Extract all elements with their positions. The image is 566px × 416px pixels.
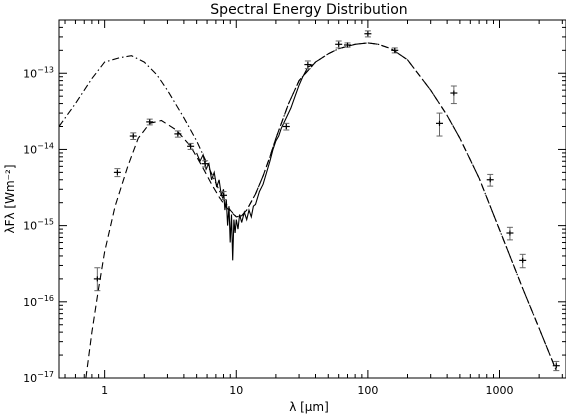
series-line-solid (196, 64, 313, 261)
x-axis-ticks: 1 10 100 1000 (64, 20, 563, 397)
x-axis-label: λ [μm] (289, 400, 329, 414)
data-point (391, 47, 399, 54)
x-tick-label: 1000 (486, 384, 514, 397)
data-point (486, 173, 494, 187)
x-tick-label: 1 (101, 384, 108, 397)
data-point (93, 267, 101, 292)
data-point (436, 112, 444, 137)
y-tick-label: 10−13 (23, 65, 54, 80)
y-tick-label: 10−16 (23, 294, 54, 309)
data-point (335, 40, 343, 49)
data-point (220, 191, 228, 201)
series-line-dash-dot (58, 42, 557, 371)
chart-title: Spectral Energy Distribution (210, 2, 407, 18)
data-point (174, 130, 182, 138)
data-point (146, 118, 154, 126)
data-point (552, 360, 560, 372)
data-point (187, 142, 195, 150)
plot-frame (58, 19, 566, 379)
data-point (506, 226, 514, 241)
y-tick-label: 10−14 (23, 141, 54, 156)
data-point (450, 85, 458, 105)
data-point (344, 42, 352, 48)
x-tick-label: 100 (357, 384, 378, 397)
data-point (129, 132, 137, 141)
data-point (201, 160, 209, 168)
data-point (519, 253, 527, 269)
data-point (304, 60, 312, 70)
data-point (282, 122, 290, 131)
y-axis-ticks: 10−17 10−16 10−15 10−14 10−13 (23, 19, 566, 385)
data-point (113, 168, 121, 178)
data-point (364, 30, 372, 38)
y-axis-label: λFλ [Wm⁻²] (3, 165, 17, 234)
y-tick-label: 10−15 (23, 218, 54, 233)
y-tick-label: 10−17 (23, 370, 54, 385)
photometry-points (93, 30, 560, 372)
x-tick-label: 10 (229, 384, 243, 397)
series-line-dash (85, 42, 557, 379)
model-curves (58, 42, 557, 379)
